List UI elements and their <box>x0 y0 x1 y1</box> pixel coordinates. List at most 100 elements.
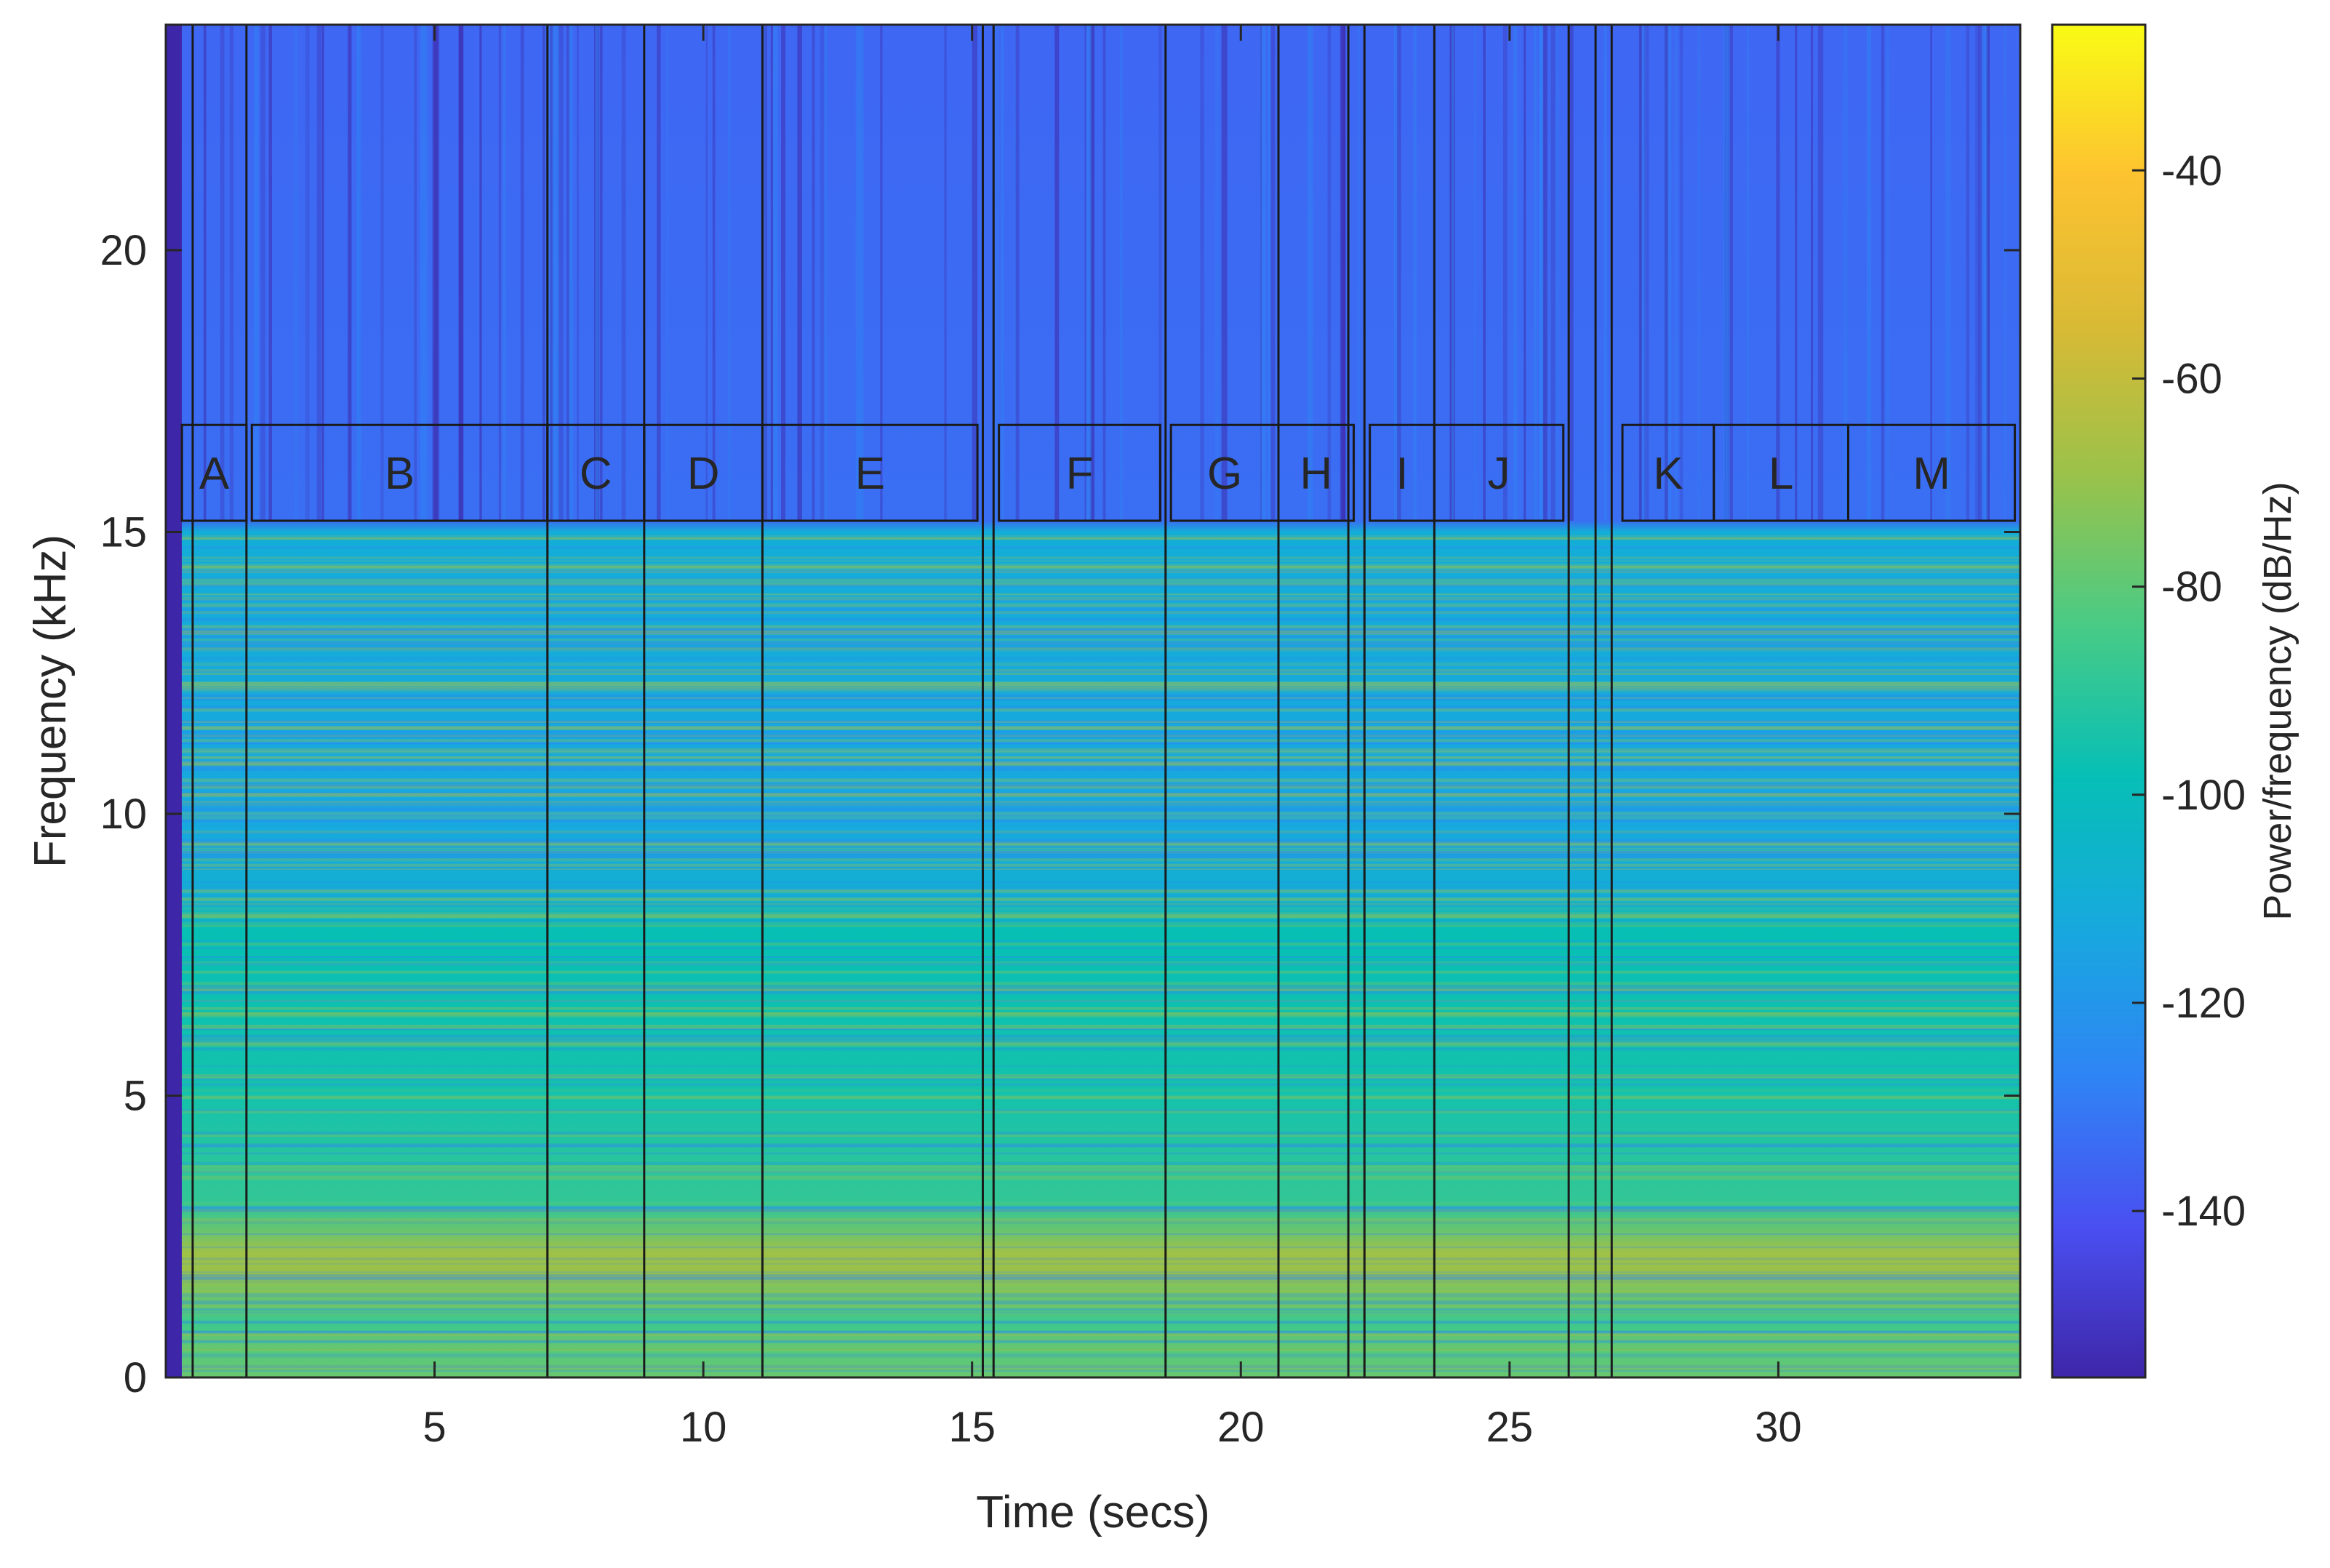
noise-column <box>824 25 828 521</box>
noise-streak <box>166 1313 2020 1315</box>
noise-streak <box>166 1339 2020 1343</box>
x-tick-label: 10 <box>680 1404 727 1451</box>
noise-column <box>479 25 482 521</box>
noise-column <box>520 25 524 521</box>
noise-streak <box>166 1035 2020 1039</box>
spectrogram-texture <box>166 25 2020 1377</box>
noise-streak <box>166 1007 2020 1010</box>
x-axis-label: Time (secs) <box>976 1487 1209 1537</box>
segment-box-j <box>1433 423 1565 522</box>
noise-streak <box>166 629 2020 634</box>
segment-box-m <box>1846 423 2017 522</box>
noise-column <box>1697 25 1701 521</box>
noise-streak <box>166 903 2020 906</box>
noise-streak <box>166 690 2020 693</box>
plot-frame <box>164 23 2022 1379</box>
colorbar-tick-label: -100 <box>2161 772 2246 819</box>
noise-streak <box>166 1277 2020 1281</box>
noise-column <box>1638 25 1642 521</box>
noise-column <box>2003 25 2006 521</box>
noise-streak <box>166 742 2020 745</box>
noise-streak <box>166 611 2020 614</box>
noise-column <box>1966 25 1970 521</box>
segment-label-l: L <box>1769 449 1793 499</box>
segment-box-h <box>1277 423 1355 522</box>
noise-column <box>1502 25 1508 521</box>
noise-streak <box>166 841 2020 844</box>
noise-streak <box>166 843 2020 846</box>
noise-column <box>1260 25 1262 521</box>
noise-column <box>855 25 862 521</box>
noise-streak <box>166 631 2020 634</box>
y-tick-label: 5 <box>124 1073 147 1120</box>
noise-streak <box>166 535 2020 537</box>
noise-streak <box>166 881 2020 884</box>
noise-streak <box>166 1025 2020 1029</box>
noise-column <box>543 25 545 521</box>
noise-streak <box>166 1308 2020 1311</box>
noise-column <box>1221 25 1228 521</box>
noise-streak <box>166 897 2020 901</box>
noise-column <box>503 25 506 521</box>
noise-streak <box>166 1028 2020 1031</box>
noise-column <box>770 25 774 521</box>
noise-column <box>1729 25 1733 521</box>
noise-streak <box>166 961 2020 966</box>
segment-box-e <box>761 423 979 522</box>
noise-column <box>425 25 428 521</box>
noise-column <box>944 25 947 521</box>
segment-label-h: H <box>1300 449 1332 499</box>
noise-streak <box>166 582 2020 586</box>
noise-column <box>772 25 778 521</box>
noise-column <box>1474 25 1477 521</box>
segment-label-a: A <box>199 449 230 499</box>
noise-column <box>621 25 626 521</box>
noise-streak <box>166 907 2020 911</box>
y-axis-label: Frequency (kHz) <box>25 535 76 868</box>
noise-column <box>1669 25 1672 521</box>
noise-streak <box>166 647 2020 652</box>
noise-streak <box>166 919 2020 924</box>
noise-streak <box>166 815 2020 820</box>
noise-column <box>764 25 767 521</box>
segment-label-d: D <box>687 449 720 499</box>
noise-column <box>577 25 579 521</box>
noise-column <box>432 25 439 521</box>
noise-column <box>293 25 298 521</box>
noise-streak <box>166 962 2020 966</box>
noise-streak <box>166 705 2020 710</box>
noise-column <box>1723 25 1728 521</box>
noise-streak <box>166 1037 2020 1041</box>
noise-streak <box>166 801 2020 807</box>
noise-streak <box>166 743 2020 745</box>
segment-label-b: B <box>385 449 415 499</box>
noise-streak <box>166 889 2020 893</box>
noise-streak <box>166 657 2020 660</box>
noise-column <box>1664 25 1668 521</box>
noise-column <box>1200 25 1204 521</box>
noise-streak <box>166 842 2020 847</box>
noise-streak <box>166 793 2020 796</box>
noise-streak <box>166 567 2020 569</box>
noise-streak <box>166 720 2020 724</box>
noise-column <box>1725 25 1730 521</box>
noise-column <box>1664 25 1670 521</box>
noise-streak <box>166 1302 2020 1305</box>
noise-streak <box>166 735 2020 738</box>
noise-streak <box>166 641 2020 646</box>
noise-streak <box>166 849 2020 854</box>
noise-streak <box>166 1131 2020 1135</box>
colorbar-tick-label: -120 <box>2161 980 2246 1027</box>
noise-column <box>1975 25 1979 521</box>
noise-streak <box>166 1274 2020 1277</box>
noise-streak <box>166 802 2020 807</box>
noise-streak <box>166 1331 2020 1333</box>
noise-streak <box>166 617 2020 622</box>
noise-column <box>1262 25 1266 521</box>
noise-streak <box>166 606 2020 611</box>
noise-column <box>1449 25 1455 521</box>
noise-streak <box>166 847 2020 849</box>
noise-streak <box>166 814 2020 817</box>
noise-column <box>1641 25 1646 521</box>
noise-streak <box>166 959 2020 961</box>
